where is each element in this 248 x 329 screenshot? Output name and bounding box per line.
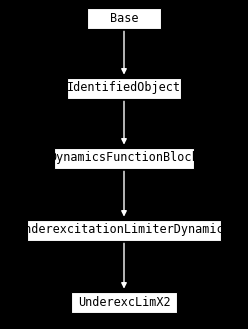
FancyBboxPatch shape (27, 219, 221, 240)
FancyBboxPatch shape (87, 8, 161, 29)
Text: UnderexcitationLimiterDynamics: UnderexcitationLimiterDynamics (17, 223, 231, 237)
Text: DynamicsFunctionBlock: DynamicsFunctionBlock (49, 151, 199, 164)
Text: IdentifiedObject: IdentifiedObject (67, 82, 181, 94)
FancyBboxPatch shape (67, 78, 181, 98)
FancyBboxPatch shape (71, 291, 177, 313)
Text: UnderexcLimX2: UnderexcLimX2 (78, 295, 170, 309)
FancyBboxPatch shape (54, 147, 194, 168)
Text: Base: Base (110, 12, 138, 24)
